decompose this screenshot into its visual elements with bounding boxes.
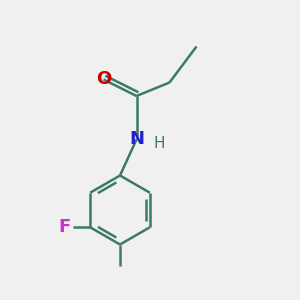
Text: N: N [129,130,144,148]
Text: O: O [96,70,111,88]
Text: F: F [58,218,71,236]
Text: H: H [153,136,165,151]
